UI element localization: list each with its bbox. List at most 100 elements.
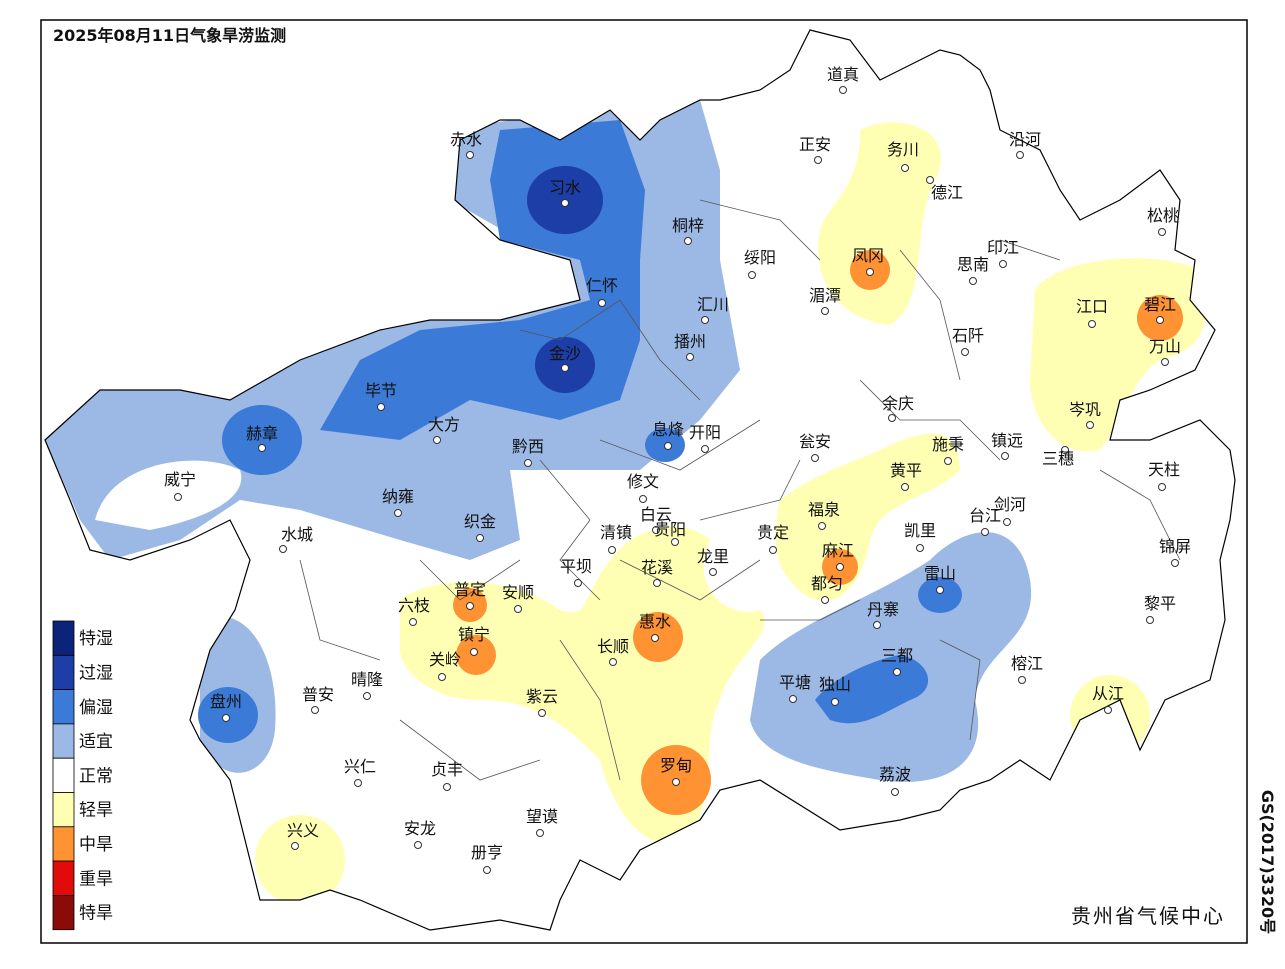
station-dot [1018,676,1026,684]
station-label: 印江 [987,238,1019,257]
station-dot [936,586,944,594]
station-label: 施秉 [932,435,964,454]
station-dot [574,579,582,587]
station-dot [866,268,874,276]
station-label: 松桃 [1147,206,1179,225]
legend-label: 过湿 [79,663,113,683]
station-dot [901,164,909,172]
station-dot [433,436,441,444]
station-dot [969,277,977,285]
station-label: 织金 [464,512,496,531]
station-label: 息烽 [652,420,684,439]
station-label: 从江 [1092,684,1124,703]
station-label: 贞丰 [431,760,463,779]
station-label: 汇川 [697,295,729,314]
station-label: 兴义 [287,821,319,840]
station-dot [944,457,952,465]
station-dot [686,353,694,361]
station-label: 惠水 [639,612,671,631]
station-label: 务川 [887,140,919,159]
station-label: 金沙 [549,344,581,363]
station-label: 毕节 [365,381,397,400]
station-dot [561,364,569,372]
legend-swatch [52,620,75,656]
station-label: 清镇 [600,523,632,542]
station-dot [821,307,829,315]
station-dot [701,316,709,324]
station-label: 大方 [428,415,460,434]
legend-label: 正常 [79,766,113,786]
station-dot [839,86,847,94]
station-dot [814,156,822,164]
station-dot [811,454,819,462]
station-dot [1061,446,1069,454]
station-label: 赫章 [246,424,278,443]
station-label: 凯里 [904,521,936,540]
station-dot [466,602,474,610]
station-label: 湄潭 [809,286,841,305]
station-label: 播州 [674,332,706,351]
station-label: 修文 [627,472,659,491]
station-label: 水城 [281,525,313,544]
station-label: 雷山 [924,564,956,583]
station-label: 万山 [1149,337,1181,356]
station-label: 贵定 [757,523,789,542]
station-dot [684,237,692,245]
station-dot [1156,316,1164,324]
legend-swatch [52,757,75,793]
station-dot [476,534,484,542]
station-dot [536,829,544,837]
station-dot [1161,358,1169,366]
station-dot [561,199,569,207]
station-label: 安顺 [502,583,534,602]
station-label: 镇宁 [458,625,490,644]
station-label: 晴隆 [351,670,383,689]
station-dot [609,658,617,666]
station-label: 沿河 [1009,130,1041,149]
station-label: 龙里 [697,547,729,566]
station-label: 锦屏 [1159,537,1191,556]
station-dot [1088,320,1096,328]
station-label: 天柱 [1148,460,1180,479]
station-label: 花溪 [641,558,673,577]
station-label: 紫云 [526,687,558,706]
station-label: 荔波 [879,765,911,784]
map-title: 2025年08月11日气象旱涝监测 [53,26,286,45]
station-label: 正安 [799,135,831,154]
station-dot [1086,421,1094,429]
legend-label: 重旱 [79,869,113,889]
station-dot [748,271,756,279]
legend-label: 中旱 [79,835,113,855]
station-label: 丹寨 [867,600,899,619]
station-dot [222,714,230,722]
station-dot [466,151,474,159]
legend-label: 特湿 [79,629,113,649]
station-dot [831,698,839,706]
station-dot [443,783,451,791]
station-dot [1003,518,1011,526]
station-dot [671,538,679,546]
station-label: 盘州 [210,692,242,711]
station-dot [701,445,709,453]
station-dot [1016,151,1024,159]
station-dot [377,403,385,411]
legend-label: 特旱 [79,904,113,924]
station-dot [769,546,777,554]
station-dot [893,668,901,676]
station-dot [483,866,491,874]
station-dot [514,605,522,613]
station-dot [394,509,402,517]
station-label: 威宁 [164,470,196,489]
station-dot [279,545,287,553]
station-dot [873,621,881,629]
station-label: 关岭 [429,650,461,669]
station-label: 习水 [549,178,581,197]
station-dot [291,842,299,850]
station-label: 思南 [957,255,989,274]
station-dot [836,563,844,571]
station-label: 安龙 [404,819,436,838]
station-dot [438,673,446,681]
